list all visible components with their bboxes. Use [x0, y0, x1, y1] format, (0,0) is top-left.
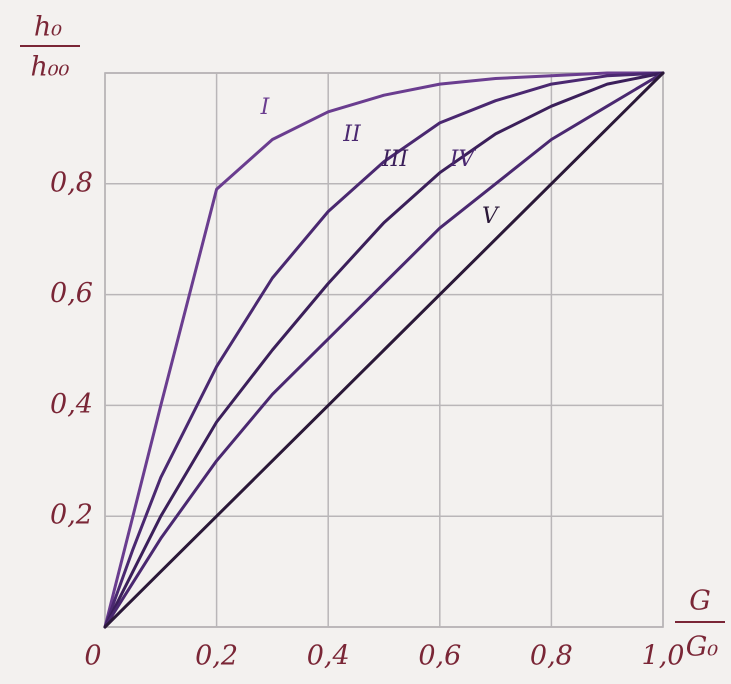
- curve: [103, 71, 665, 629]
- x-tick-label: 0,2: [195, 641, 238, 672]
- y-tick-label: 0,8: [50, 167, 93, 198]
- y-label-denominator: h₀₀: [30, 52, 69, 83]
- x-tick-label: 0: [84, 641, 101, 672]
- curve-label: IV: [449, 147, 477, 172]
- x-tick-label: 0,4: [307, 641, 350, 672]
- x-label-denominator: G₀: [686, 632, 719, 663]
- y-label-numerator: h₀: [34, 12, 62, 43]
- curve-label: II: [342, 122, 362, 147]
- curve-label: V: [482, 204, 500, 229]
- x-axis-label: G G₀: [675, 586, 725, 663]
- y-tick-label: 0,4: [50, 389, 93, 420]
- x-tick-label: 1,0: [642, 641, 685, 672]
- x-tick-label: 0,6: [418, 641, 461, 672]
- y-axis-label: h₀ h₀₀: [20, 12, 80, 83]
- x-tick-label: 0,8: [530, 641, 573, 672]
- curve: [103, 71, 665, 629]
- x-label-numerator: G: [689, 586, 711, 617]
- curve: [103, 71, 665, 629]
- curve-label: III: [381, 147, 409, 172]
- curve-label: I: [260, 95, 271, 120]
- y-tick-label: 0,6: [50, 278, 93, 309]
- curve: [103, 71, 665, 629]
- y-tick-label: 0,2: [50, 500, 93, 531]
- curve: [103, 71, 665, 629]
